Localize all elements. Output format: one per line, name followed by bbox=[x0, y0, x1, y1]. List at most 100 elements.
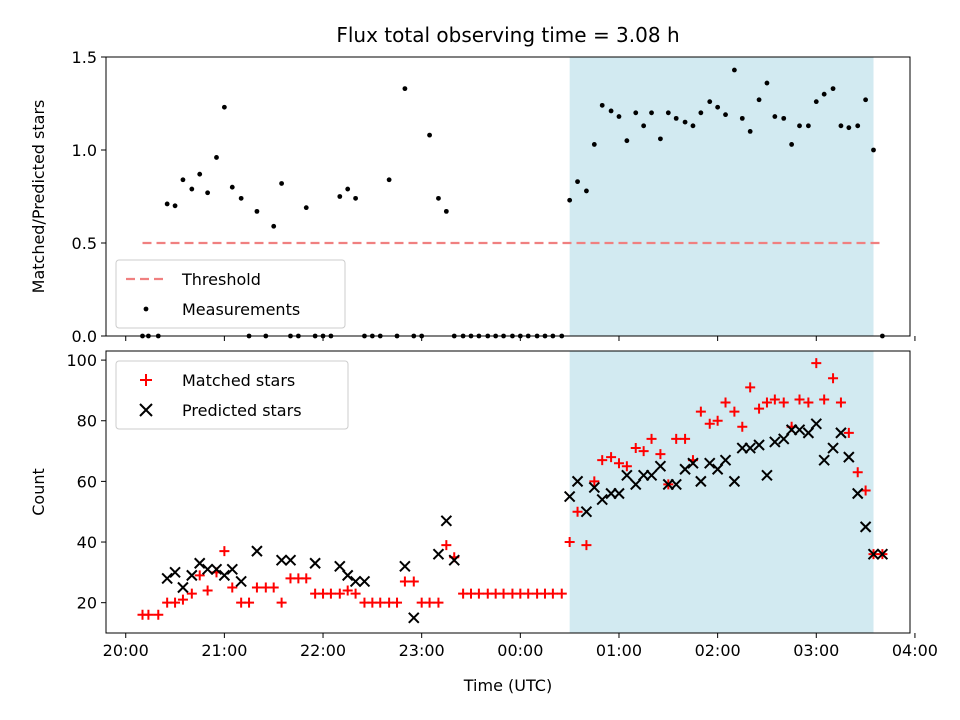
data-point bbox=[547, 588, 558, 599]
data-point bbox=[597, 455, 608, 466]
data-point bbox=[860, 485, 871, 496]
x-tick-label: 20:00 bbox=[103, 641, 149, 660]
data-point bbox=[711, 463, 724, 475]
data-point bbox=[646, 433, 657, 444]
data-point bbox=[399, 576, 410, 587]
data-point bbox=[219, 546, 230, 557]
legend-swatch-measurements bbox=[143, 306, 149, 312]
data-point bbox=[608, 108, 614, 114]
data-point bbox=[687, 457, 699, 469]
data-point bbox=[654, 460, 667, 472]
data-point bbox=[747, 129, 753, 134]
data-point bbox=[835, 397, 846, 408]
data-point bbox=[715, 104, 721, 110]
data-point bbox=[575, 179, 580, 185]
data-point bbox=[580, 506, 593, 518]
data-point bbox=[334, 560, 346, 572]
data-point bbox=[852, 487, 864, 500]
data-point bbox=[448, 554, 460, 566]
data-point bbox=[859, 521, 872, 533]
data-point bbox=[386, 177, 392, 183]
data-point bbox=[194, 570, 205, 581]
data-point bbox=[205, 190, 211, 196]
x-tick-label: 04:00 bbox=[892, 641, 938, 660]
data-point bbox=[673, 115, 679, 121]
data-point bbox=[739, 115, 745, 121]
highlight-band bbox=[569, 351, 874, 633]
legend: Threshold Measurements bbox=[115, 259, 346, 329]
data-point bbox=[682, 119, 688, 125]
data-point bbox=[728, 475, 741, 488]
data-point bbox=[843, 451, 855, 463]
data-point bbox=[707, 99, 713, 105]
data-point bbox=[202, 585, 213, 596]
data-point bbox=[670, 478, 682, 491]
x-tick-label: 21:00 bbox=[201, 641, 247, 660]
data-point bbox=[621, 461, 632, 472]
data-point bbox=[197, 171, 203, 177]
x-tick-label: 00:00 bbox=[497, 641, 543, 660]
data-point bbox=[227, 582, 238, 593]
data-point bbox=[828, 373, 839, 384]
data-point bbox=[584, 188, 589, 194]
data-point bbox=[161, 572, 173, 585]
data-point bbox=[805, 123, 811, 129]
data-point bbox=[704, 457, 716, 469]
data-point bbox=[821, 91, 827, 97]
data-point bbox=[349, 575, 362, 588]
data-point bbox=[613, 458, 624, 469]
highlight-band bbox=[569, 57, 874, 336]
data-point bbox=[655, 449, 666, 460]
data-point bbox=[358, 575, 371, 588]
data-point bbox=[778, 397, 789, 408]
data-point bbox=[235, 575, 247, 588]
data-point bbox=[813, 99, 819, 105]
series-matched-stars bbox=[137, 358, 888, 620]
x-tick-label: 22:00 bbox=[300, 641, 346, 660]
data-point bbox=[408, 576, 419, 587]
data-point bbox=[754, 403, 765, 414]
data-point bbox=[399, 560, 411, 572]
data-point bbox=[871, 147, 876, 153]
y-tick-label: 20 bbox=[77, 594, 97, 613]
data-point bbox=[275, 554, 288, 566]
legend-swatch-matched bbox=[140, 374, 152, 386]
data-point bbox=[630, 443, 641, 454]
data-point bbox=[855, 123, 861, 129]
data-point bbox=[732, 67, 737, 73]
data-point bbox=[613, 487, 625, 500]
data-point bbox=[210, 563, 223, 576]
data-point bbox=[720, 397, 731, 408]
data-point bbox=[153, 609, 164, 620]
data-point bbox=[827, 442, 839, 454]
data-point bbox=[350, 588, 361, 599]
figure-title: Flux total observing time = 3.08 h bbox=[336, 23, 679, 47]
legend-label: Matched stars bbox=[182, 371, 295, 390]
data-point bbox=[769, 394, 780, 405]
data-point bbox=[408, 612, 420, 624]
data-point bbox=[284, 554, 297, 566]
data-point bbox=[186, 569, 198, 582]
data-point bbox=[778, 433, 790, 445]
data-point bbox=[679, 463, 691, 475]
data-point bbox=[876, 548, 889, 560]
data-point bbox=[345, 186, 351, 192]
data-point bbox=[723, 112, 728, 118]
axes-frame bbox=[105, 350, 911, 634]
data-point bbox=[633, 110, 639, 116]
data-point bbox=[852, 467, 863, 478]
data-point bbox=[342, 585, 353, 596]
data-point bbox=[238, 195, 244, 201]
data-point bbox=[229, 184, 235, 190]
data-point bbox=[251, 545, 263, 557]
legend-label: Predicted stars bbox=[182, 401, 302, 420]
y-tick-label: 0.0 bbox=[72, 327, 97, 346]
data-point bbox=[375, 597, 386, 608]
data-point bbox=[764, 80, 770, 86]
data-point bbox=[180, 177, 186, 183]
data-point bbox=[523, 588, 534, 599]
count-panel: 20 40 60 80 100 20:00 21:00 22:00 23:00 00:00 01:0… bbox=[29, 350, 938, 695]
data-point bbox=[729, 406, 740, 417]
data-point bbox=[572, 506, 583, 517]
